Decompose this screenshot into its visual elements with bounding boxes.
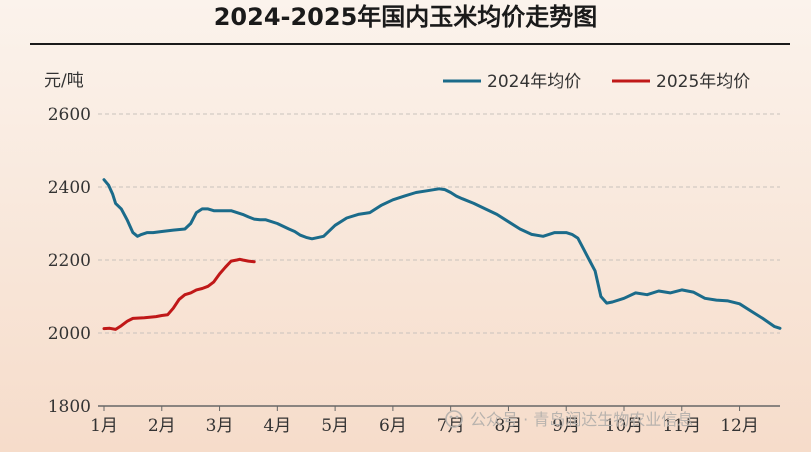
y-tick-label: 2000 [48,324,91,344]
wechat-logo-eye-icon [449,415,453,419]
y-tick-label: 2600 [48,105,91,125]
x-tick-label: 12月 [720,416,759,436]
x-tick-label: 11月 [662,416,701,436]
y-tick-label: 1800 [48,397,91,417]
x-tick-label: 8月 [495,416,523,436]
chart-title: 2024-2025年国内玉米均价走势图 [213,3,598,31]
series-line-2 [102,257,256,331]
y-axis-unit-label: 元/吨 [44,71,84,91]
x-tick-label: 3月 [206,416,234,436]
x-tick-label: 1月 [90,416,118,436]
wechat-logo-eye-icon [455,415,459,419]
x-tick-label: 9月 [552,416,580,436]
x-tick-label: 2月 [148,416,176,436]
legend-label-1: 2024年均价 [487,72,581,92]
x-tick-label: 10月 [605,416,644,436]
x-tick-label: 6月 [379,416,407,436]
y-tick-label: 2400 [48,178,91,198]
y-tick-label: 2200 [48,251,91,271]
wechat-logo-icon [445,410,463,428]
watermark-text: 公众号 · 青岛润达生物农业信息 [470,410,693,429]
legend-label-2: 2025年均价 [656,72,750,92]
series-line-1 [102,178,782,330]
x-tick-label: 5月 [321,416,349,436]
x-tick-label: 4月 [263,416,291,436]
